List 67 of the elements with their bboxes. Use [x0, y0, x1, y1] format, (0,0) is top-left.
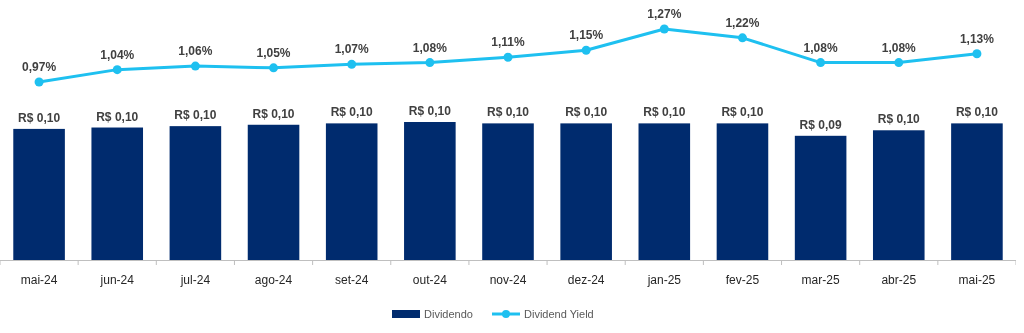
- point: [503, 52, 513, 62]
- data-label: 1,06%: [178, 44, 213, 59]
- data-label: 0,97%: [22, 60, 57, 74]
- data-label: R$ 0,10: [18, 110, 61, 125]
- data-label: R$ 0,10: [877, 112, 921, 127]
- data-label: R$ 0,10: [330, 105, 374, 120]
- data-label: 1,05%: [256, 45, 291, 60]
- data-label: R$ 0,10: [486, 105, 530, 120]
- x-tick-label: ago-24: [254, 273, 293, 287]
- data-label: R$ 0,10: [408, 104, 452, 118]
- x-tick-label: out-24: [412, 273, 448, 287]
- point: [112, 65, 122, 75]
- data-label: R$ 0,10: [96, 109, 139, 124]
- data-label: R$ 0,10: [955, 105, 999, 120]
- x-tick-label: mar-25: [801, 273, 840, 287]
- x-tick-label: mai-24: [20, 273, 58, 287]
- bar: [638, 123, 691, 260]
- data-label: 1,07%: [334, 42, 370, 57]
- bar: [169, 126, 222, 260]
- data-label: 1,22%: [725, 15, 760, 30]
- point: [34, 77, 44, 87]
- bar: [560, 123, 612, 260]
- x-tick-label: fev-25: [725, 273, 760, 287]
- legend-label: Dividendo: [424, 308, 473, 320]
- x-tick-label: nov-24: [489, 273, 527, 287]
- point: [425, 58, 435, 68]
- x-tick-label: mai-25: [958, 273, 996, 287]
- x-tick-label: jul-24: [179, 273, 211, 287]
- data-label: 1,04%: [100, 47, 135, 62]
- point: [190, 61, 200, 71]
- data-label: 1,08%: [412, 40, 448, 55]
- legend-label: Dividend Yield: [524, 308, 594, 320]
- bar: [13, 128, 65, 260]
- data-label: R$ 0,10: [252, 106, 295, 121]
- point: [816, 58, 826, 68]
- x-tick-label: abr-25: [881, 273, 917, 287]
- data-label: 1,08%: [803, 40, 838, 55]
- bar: [872, 130, 925, 260]
- x-tick-label: jun-24: [99, 273, 135, 287]
- data-label: 1,08%: [881, 40, 917, 55]
- x-tick-label: set-24: [335, 273, 369, 287]
- data-label: R$ 0,10: [721, 105, 764, 120]
- data-label: 1,27%: [647, 7, 682, 21]
- point: [894, 58, 904, 68]
- bar: [794, 135, 847, 260]
- bar: [482, 123, 534, 260]
- data-label: 1,11%: [491, 35, 526, 50]
- data-label: R$ 0,09: [799, 117, 842, 132]
- data-label: R$ 0,10: [174, 108, 217, 123]
- point: [659, 24, 669, 34]
- bar: [404, 122, 456, 260]
- data-label: 1,15%: [569, 28, 604, 43]
- data-label: 1,13%: [959, 31, 995, 46]
- x-tick-label: jan-25: [646, 273, 682, 287]
- point: [347, 59, 357, 69]
- point: [269, 63, 279, 73]
- bar: [951, 123, 1003, 260]
- x-tick-label: dez-24: [567, 273, 605, 287]
- point: [581, 45, 591, 55]
- point: [737, 33, 747, 43]
- data-label: R$ 0,10: [643, 105, 686, 120]
- point: [972, 49, 982, 59]
- bar: [716, 123, 769, 260]
- bar: [325, 123, 378, 260]
- bar: [91, 127, 144, 260]
- data-label: R$ 0,10: [565, 105, 608, 120]
- bar: [247, 124, 300, 260]
